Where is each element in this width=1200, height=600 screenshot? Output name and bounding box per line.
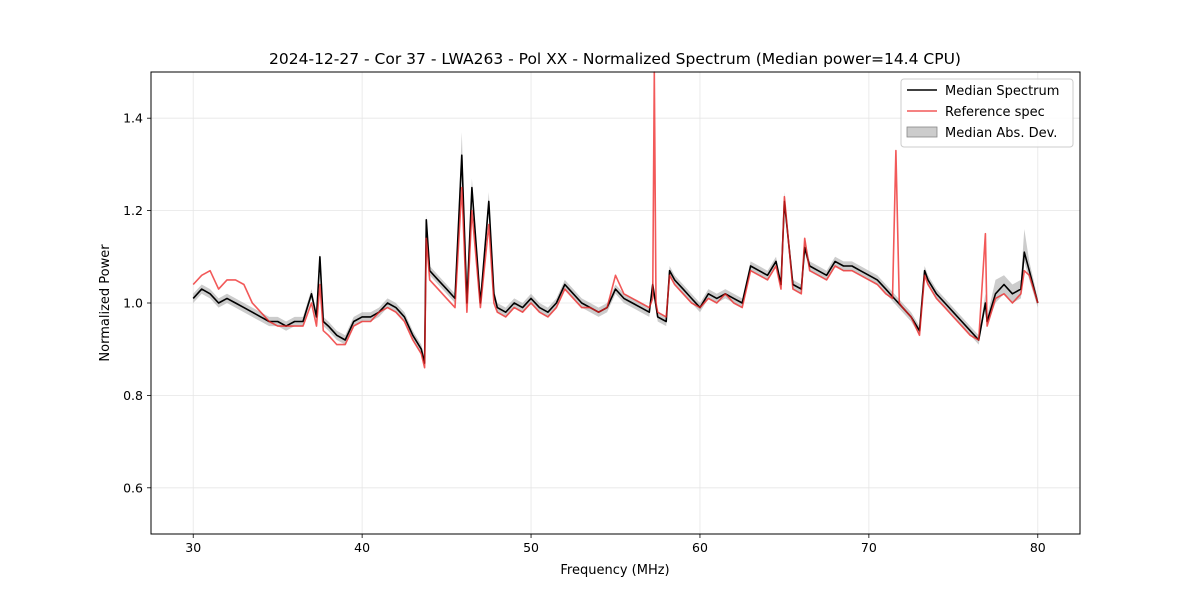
legend-label-median: Median Spectrum	[945, 84, 1059, 99]
x-tick-label: 50	[523, 540, 539, 555]
chart-title: 2024-12-27 - Cor 37 - LWA263 - Pol XX - …	[269, 50, 961, 68]
x-tick-label: 70	[861, 540, 877, 555]
legend-swatch-mad	[906, 126, 938, 138]
x-tick-label: 80	[1030, 540, 1046, 555]
x-axis-label: Frequency (MHz)	[560, 563, 669, 578]
y-tick-label: 0.8	[123, 388, 143, 403]
x-tick-label: 60	[692, 540, 708, 555]
legend: Median Spectrum Reference spec Median Ab…	[900, 78, 1074, 148]
x-tick-label: 30	[185, 540, 201, 555]
x-axis: 30 40 50 60 70 80	[185, 534, 1046, 555]
legend-label-reference: Reference spec	[945, 105, 1045, 120]
y-tick-label: 0.6	[123, 480, 143, 495]
y-tick-label: 1.2	[123, 203, 143, 218]
y-tick-label: 1.4	[123, 111, 143, 126]
legend-box	[900, 78, 1074, 148]
x-tick-label: 40	[354, 540, 370, 555]
legend-label-mad: Median Abs. Dev.	[945, 126, 1057, 141]
y-axis: 0.6 0.8 1.0 1.2 1.4	[123, 111, 151, 495]
reference-spec-line	[192, 71, 1039, 369]
y-axis-label: Normalized Power	[98, 244, 113, 362]
series-lines	[192, 71, 1039, 369]
y-tick-label: 1.0	[123, 296, 143, 311]
